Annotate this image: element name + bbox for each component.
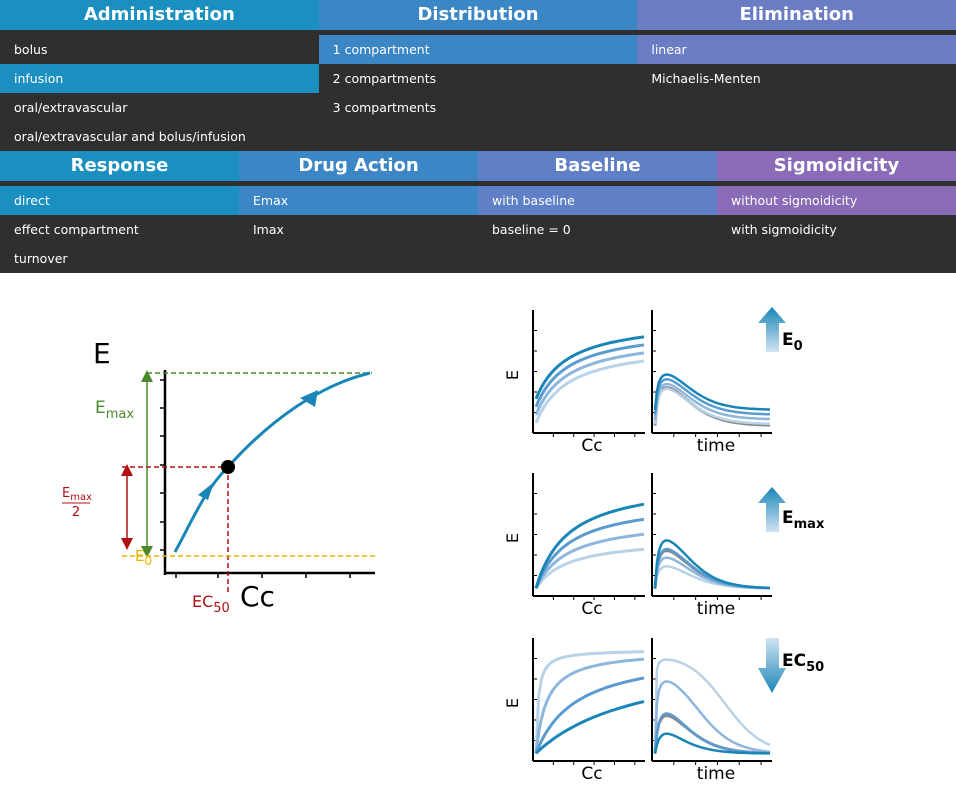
empty-option	[478, 244, 717, 273]
menu-option[interactable]: direct	[0, 186, 239, 215]
section-header: Sigmoidicity	[717, 151, 956, 181]
curve	[534, 650, 644, 754]
menu-option[interactable]: 2 compartments	[332, 71, 437, 86]
menu-section: Elimination linear Michaelis-Menten	[637, 0, 956, 151]
curve	[653, 387, 771, 426]
arrow-label: E0	[782, 330, 803, 354]
x-label: time	[697, 764, 735, 784]
menu-option[interactable]: Emax	[239, 186, 478, 215]
curve	[653, 378, 771, 416]
curve	[534, 335, 645, 400]
menu-option[interactable]: 3 compartments	[332, 100, 437, 115]
half-label: Emax	[62, 486, 92, 503]
menu-section: Baseline with baseline baseline = 0	[478, 151, 717, 273]
menu-option[interactable]: bolus	[14, 42, 48, 57]
menu-option[interactable]: without sigmoidicity	[717, 186, 956, 215]
curve	[534, 676, 645, 754]
curve	[534, 547, 645, 590]
ec50-label: EC50	[192, 592, 230, 616]
menu-option[interactable]: with baseline	[478, 186, 717, 215]
panel: E Cc time Emax	[503, 473, 825, 619]
label-sub: 50	[806, 660, 824, 675]
x-label: Cc	[240, 580, 275, 613]
curve	[173, 371, 371, 553]
arrowhead	[198, 482, 214, 500]
curve	[653, 539, 770, 590]
empty-option	[637, 122, 956, 151]
half-denominator: 2	[72, 505, 80, 520]
menu-section: Distribution 1 compartment 2 compartments 3…	[318, 0, 638, 151]
ec50-point	[221, 460, 235, 474]
curve	[653, 382, 770, 421]
section-header: Elimination	[637, 0, 956, 30]
label-sub: 0	[794, 339, 803, 354]
empty-option	[717, 244, 956, 273]
menu-option[interactable]: oral/extravascular and bolus/infusion	[14, 129, 246, 144]
x-label: Cc	[581, 436, 602, 456]
curve	[534, 351, 645, 416]
empty-option	[239, 244, 478, 273]
y-label: E	[503, 533, 522, 543]
menu-option[interactable]: 1 compartment	[318, 35, 638, 64]
curve	[534, 502, 645, 589]
x-label: Cc	[581, 764, 602, 784]
direction-arrow	[758, 487, 786, 532]
menu-option[interactable]: oral/extravascular	[14, 100, 128, 115]
arrowhead	[300, 390, 318, 407]
y-label: E	[503, 698, 522, 708]
arrow-label: EC50	[782, 651, 824, 675]
curve	[534, 532, 645, 589]
y-label: E	[503, 370, 522, 380]
curve	[534, 343, 645, 408]
curve	[653, 373, 770, 411]
menu-section: Sigmoidicity without sigmoidicity with sig…	[717, 151, 956, 273]
direction-arrow	[758, 638, 786, 693]
section-header: Administration	[0, 0, 319, 30]
menu-option[interactable]: Michaelis-Menten	[651, 71, 761, 86]
label-sub: max	[794, 517, 825, 532]
menu-option[interactable]: with sigmoidicity	[731, 222, 837, 237]
curve	[653, 658, 771, 754]
menu-option[interactable]: turnover	[14, 251, 68, 266]
direction-arrow	[758, 307, 786, 352]
menu-option[interactable]: infusion	[0, 64, 319, 93]
x-label: time	[697, 599, 735, 619]
curve	[534, 359, 645, 424]
label-base: EC	[782, 651, 806, 671]
x-label: Cc	[581, 599, 602, 619]
menu-section: Drug Action Emax Imax	[239, 151, 478, 273]
curve	[653, 680, 771, 754]
menu-option[interactable]: baseline = 0	[492, 222, 571, 237]
empty-option	[319, 122, 638, 151]
emax-label: Emax	[95, 398, 134, 422]
menu-row: Administration bolus infusion oral/extravas…	[0, 0, 956, 151]
label-base: E	[782, 330, 794, 350]
curve	[534, 657, 645, 754]
menu-option[interactable]: Imax	[253, 222, 284, 237]
y-label: E	[93, 337, 111, 370]
curve	[653, 732, 770, 755]
menu-option[interactable]: linear	[637, 35, 956, 64]
label-base: E	[782, 508, 794, 528]
model-menu: Administration bolus infusion oral/extravas…	[0, 0, 956, 273]
menu-section: Administration bolus infusion oral/extravas…	[0, 0, 319, 151]
menu-option[interactable]: effect compartment	[14, 222, 139, 237]
section-header: Baseline	[478, 151, 717, 181]
panel: E Cc time EC50	[503, 638, 824, 784]
section-header: Response	[0, 151, 239, 181]
arrow-label: Emax	[782, 508, 825, 532]
ticks	[160, 379, 351, 578]
e0-label: E0	[135, 547, 152, 568]
curve	[534, 700, 645, 755]
x-label: time	[697, 436, 735, 456]
menu-row: Response direct effect compartment turnover…	[0, 151, 956, 273]
section-header: Distribution	[318, 0, 638, 30]
curve	[534, 517, 645, 589]
empty-option	[637, 93, 956, 122]
section-header: Drug Action	[239, 151, 478, 181]
menu-section: Response direct effect compartment turnover	[0, 151, 239, 273]
